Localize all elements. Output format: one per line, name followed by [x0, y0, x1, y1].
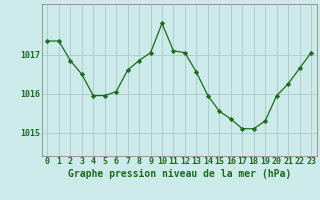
X-axis label: Graphe pression niveau de la mer (hPa): Graphe pression niveau de la mer (hPa) [68, 169, 291, 179]
